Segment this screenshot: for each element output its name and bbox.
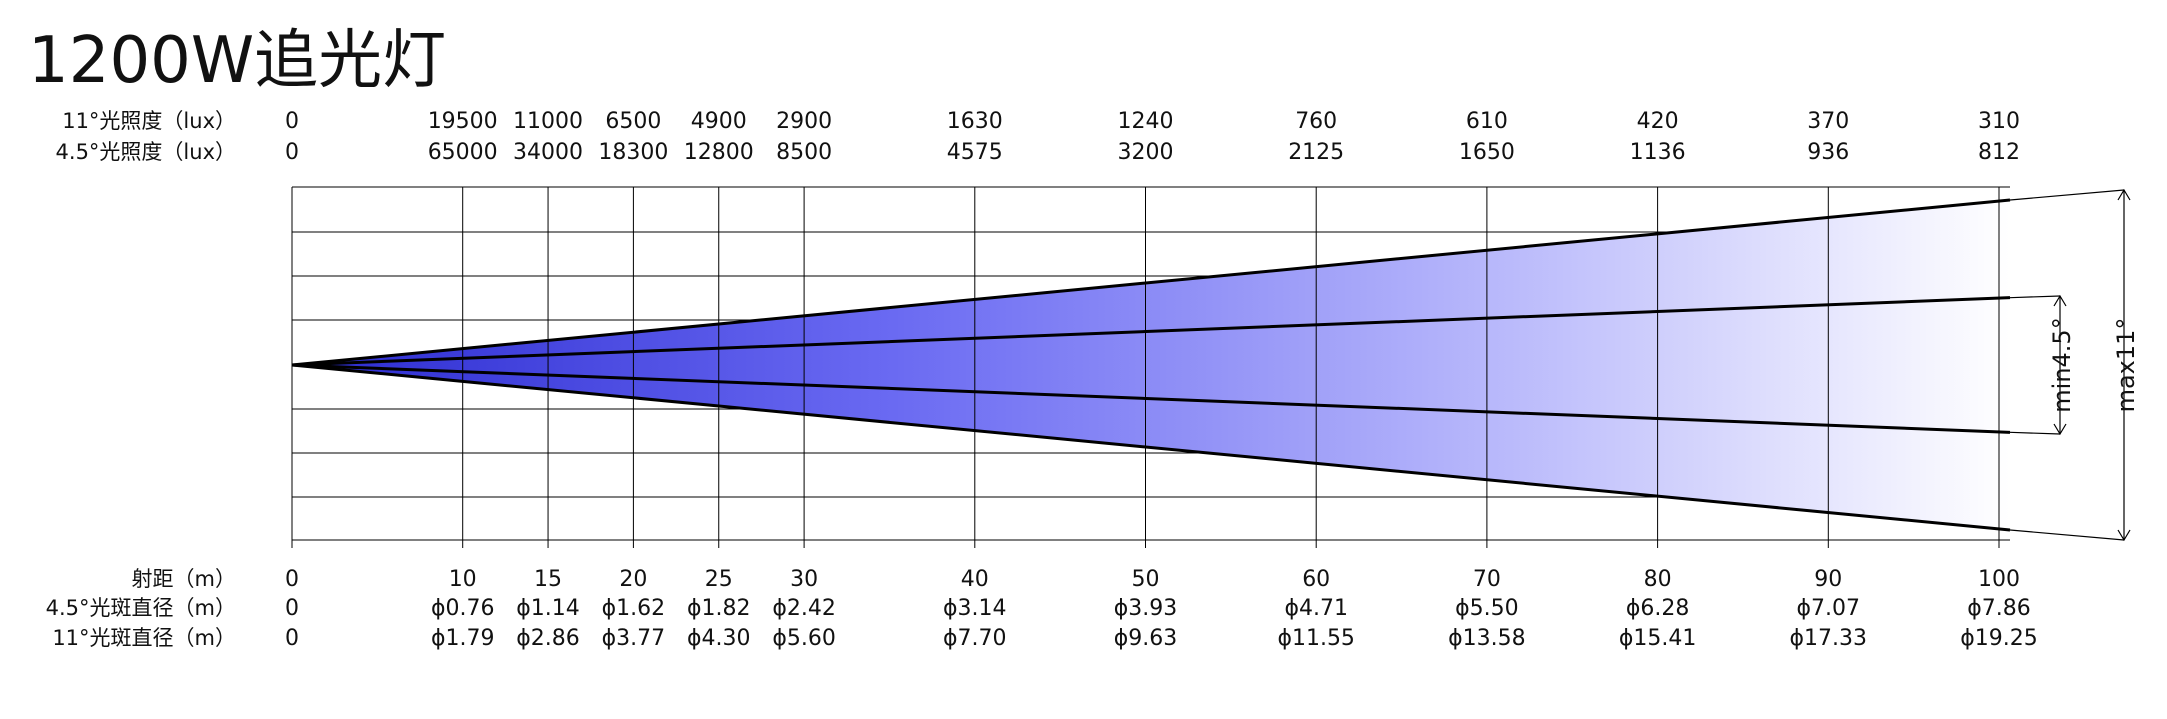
illum-11-label-9: 610 xyxy=(1466,109,1508,134)
distance-label-0: 0 xyxy=(285,567,299,592)
illum-11-label-12: 310 xyxy=(1978,109,2020,134)
spot-45-label-3: ϕ1.62 xyxy=(602,596,666,621)
illum-45-label-6: 4575 xyxy=(947,140,1003,165)
illum-11-label-2: 11000 xyxy=(513,109,583,134)
spot-11-label-2: ϕ2.86 xyxy=(516,626,580,651)
spot-11-label-9: ϕ13.58 xyxy=(1448,626,1526,651)
row-label-illuminance-11: 11°光照度（lux） xyxy=(62,109,236,133)
spot-11-label-4: ϕ4.30 xyxy=(687,626,751,651)
illum-11-label-10: 420 xyxy=(1637,109,1679,134)
vertical-grid xyxy=(291,187,2000,548)
illum-11-label-0: 0 xyxy=(285,109,299,134)
illum-45-label-2: 34000 xyxy=(513,140,583,165)
spot-11-label-6: ϕ7.70 xyxy=(943,626,1007,651)
spot-45-label-8: ϕ4.71 xyxy=(1284,596,1348,621)
distance-label-1: 10 xyxy=(449,567,477,592)
distance-label-5: 30 xyxy=(790,567,818,592)
page-title: 1200W追光灯 xyxy=(28,24,446,98)
row-label-spot-45: 4.5°光斑直径（m） xyxy=(46,596,236,620)
spot-45-label-0: 0 xyxy=(285,596,299,621)
column-labels: 0 19500 11000 6500 4900 2900 1630 1240 760 610 420… xyxy=(285,109,2038,651)
illum-11-label-3: 6500 xyxy=(605,109,661,134)
distance-label-8: 60 xyxy=(1302,567,1330,592)
beam-edge-11deg-top xyxy=(291,198,2011,367)
spot-11-label-8: ϕ11.55 xyxy=(1277,626,1355,651)
spot-11-label-11: ϕ17.33 xyxy=(1790,626,1868,651)
illum-11-label-4: 4900 xyxy=(691,109,747,134)
distance-label-2: 15 xyxy=(534,567,562,592)
row-label-illuminance-45: 4.5°光照度（lux） xyxy=(56,140,236,164)
beam-cone-45deg xyxy=(292,297,2010,433)
spot-45-label-7: ϕ3.93 xyxy=(1114,596,1178,621)
illum-45-label-7: 3200 xyxy=(1118,140,1174,165)
beam-edge-11deg-bottom xyxy=(291,363,2011,532)
distance-label-7: 50 xyxy=(1132,567,1160,592)
spot-45-label-9: ϕ5.50 xyxy=(1455,596,1519,621)
illum-45-label-1: 65000 xyxy=(428,140,498,165)
illum-11-label-7: 1240 xyxy=(1118,109,1174,134)
illum-45-label-11: 936 xyxy=(1807,140,1849,165)
spot-45-label-10: ϕ6.28 xyxy=(1626,596,1690,621)
spot-45-label-11: ϕ7.07 xyxy=(1797,596,1861,621)
spot-11-label-1: ϕ1.79 xyxy=(431,626,495,651)
row-label-distance: 射距（m） xyxy=(132,567,236,591)
spot-11-label-5: ϕ5.60 xyxy=(772,626,836,651)
spot-11-label-12: ϕ19.25 xyxy=(1960,626,2038,651)
distance-label-11: 90 xyxy=(1814,567,1842,592)
illum-45-label-4: 12800 xyxy=(684,140,754,165)
spot-45-label-6: ϕ3.14 xyxy=(943,596,1007,621)
illum-45-label-10: 1136 xyxy=(1630,140,1686,165)
spot-11-label-3: ϕ3.77 xyxy=(602,626,666,651)
spot-45-label-12: ϕ7.86 xyxy=(1967,596,2031,621)
illum-45-label-12: 812 xyxy=(1978,140,2020,165)
beam-edge-45deg-top xyxy=(291,296,2011,367)
illum-45-label-8: 2125 xyxy=(1288,140,1344,165)
illum-45-label-9: 1650 xyxy=(1459,140,1515,165)
distance-label-4: 25 xyxy=(705,567,733,592)
spot-45-label-5: ϕ2.42 xyxy=(772,596,836,621)
distance-label-10: 80 xyxy=(1644,567,1672,592)
illum-45-label-5: 8500 xyxy=(776,140,832,165)
illum-11-label-8: 760 xyxy=(1295,109,1337,134)
min-angle-label: min4.5° xyxy=(2048,317,2076,412)
illum-11-label-1: 19500 xyxy=(428,109,498,134)
spot-11-label-10: ϕ15.41 xyxy=(1619,626,1697,651)
illum-45-label-0: 0 xyxy=(285,140,299,165)
distance-label-12: 100 xyxy=(1978,567,2020,592)
max-angle-label: max11° xyxy=(2112,318,2140,413)
beam-cones xyxy=(292,200,2010,530)
beam-angle-annotations: min4.5° max11° xyxy=(2009,188,2140,542)
illum-11-label-5: 2900 xyxy=(776,109,832,134)
distance-label-9: 70 xyxy=(1473,567,1501,592)
spot-45-label-4: ϕ1.82 xyxy=(687,596,751,621)
illum-11-label-6: 1630 xyxy=(947,109,1003,134)
spot-45-label-1: ϕ0.76 xyxy=(431,596,495,621)
distance-label-3: 20 xyxy=(619,567,647,592)
beam-edge-lines xyxy=(291,198,2011,532)
illum-11-label-11: 370 xyxy=(1807,109,1849,134)
beam-edge-45deg-bottom xyxy=(291,363,2011,434)
spot-11-label-7: ϕ9.63 xyxy=(1114,626,1178,651)
row-label-spot-11: 11°光斑直径（m） xyxy=(52,626,236,650)
illum-45-label-3: 18300 xyxy=(598,140,668,165)
spot-11-label-0: 0 xyxy=(285,626,299,651)
spot-45-label-2: ϕ1.14 xyxy=(516,596,580,621)
distance-label-6: 40 xyxy=(961,567,989,592)
